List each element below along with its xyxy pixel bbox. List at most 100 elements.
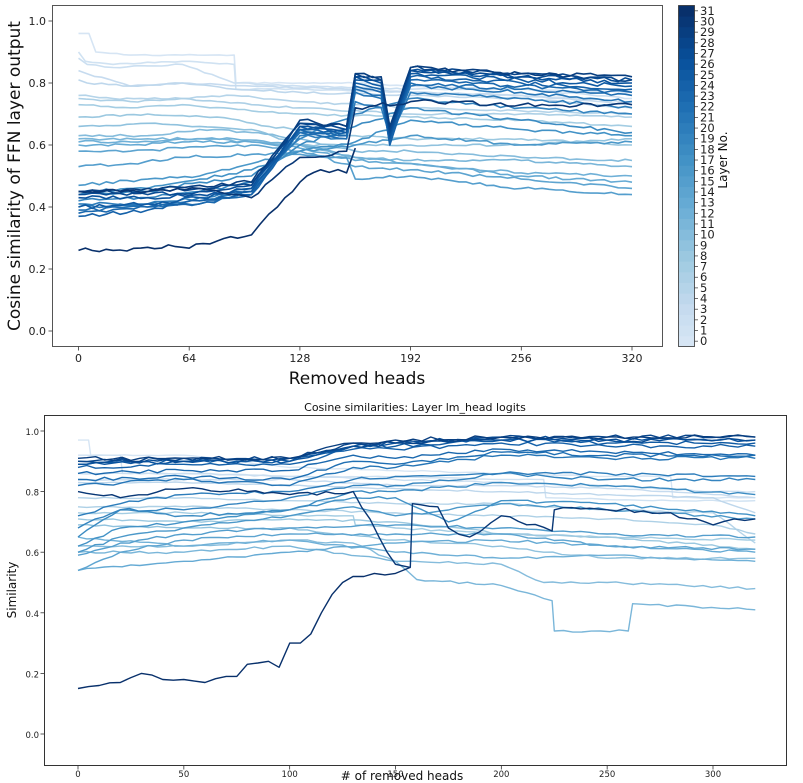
x-tick-label: 250 xyxy=(599,770,615,780)
colorbar-cell xyxy=(678,250,695,262)
series-line-layer-30 xyxy=(78,99,633,199)
y-tick-label: 1.0 xyxy=(29,15,47,28)
colorbar-cell xyxy=(678,293,695,305)
colorbar-tick-label: 13 xyxy=(700,196,715,210)
ffn-series-lines xyxy=(77,32,633,253)
y-tick-label: 0.6 xyxy=(29,139,47,152)
series-line-layer-22 xyxy=(77,450,756,482)
series-line-layer-25 xyxy=(77,438,756,465)
series-line-layer-29 xyxy=(77,434,756,462)
colorbar-cell xyxy=(678,144,695,156)
colorbar-cell xyxy=(678,58,695,70)
colorbar-cell xyxy=(678,218,695,230)
colorbar-tick-label: 15 xyxy=(700,174,715,188)
series-line-layer-6 xyxy=(78,97,633,118)
y-tick-label: 0.4 xyxy=(29,201,47,214)
x-tick-label: 200 xyxy=(493,770,509,780)
series-line-layer-8 xyxy=(78,113,633,146)
lm-head-x-axis-label: # of removed heads xyxy=(341,769,463,783)
colorbar-cell xyxy=(678,176,695,188)
series-line-layer-19 xyxy=(77,472,756,529)
series-line-layer-12 xyxy=(77,536,756,562)
colorbar-cell xyxy=(678,239,695,251)
series-line-layer-25 xyxy=(78,72,633,210)
lm-head-chart-title: Cosine similarities: Layer lm_head logit… xyxy=(304,401,526,414)
lm-head-y-axis-ticks: 0.0 0.2 0.4 0.6 0.8 1.0 xyxy=(25,428,45,741)
colorbar-tick-label: 29 xyxy=(700,25,715,39)
series-line-layer-4 xyxy=(77,481,756,514)
colorbar-cell xyxy=(678,303,695,315)
series-line-layer-31 xyxy=(77,566,411,690)
colorbar-cell xyxy=(678,16,695,28)
series-line-layer-17 xyxy=(78,119,632,193)
colorbar-tick-label: 17 xyxy=(700,153,715,167)
y-tick-label: 0.0 xyxy=(29,325,47,338)
ffn-x-axis-ticks: 0 64 128 192 256 320 xyxy=(75,346,643,365)
colorbar-cell xyxy=(678,186,695,198)
series-line-layer-5 xyxy=(78,94,633,115)
colorbar-cell xyxy=(678,101,695,113)
colorbar-cell xyxy=(678,90,695,102)
series-line-layer-16 xyxy=(77,502,756,553)
colorbar-tick-label: 10 xyxy=(700,228,715,242)
colorbar-tick-label: 25 xyxy=(700,68,715,82)
colorbar-tick-label: 26 xyxy=(700,57,715,71)
y-tick-label: 0.2 xyxy=(25,670,39,680)
colorbar-cell xyxy=(678,48,695,60)
colorbar-tick-label: 8 xyxy=(700,249,707,263)
colorbar-cell xyxy=(678,122,695,134)
colorbar-cell xyxy=(678,325,695,337)
colorbar-cell xyxy=(678,133,695,145)
series-line-layer-28 xyxy=(77,434,756,463)
ffn-chart: 0.00.20.40.60.81.0 0 64 128 192 256 320 Remov… xyxy=(5,4,730,389)
colorbar-frame xyxy=(678,5,695,347)
y-tick-label: 0.0 xyxy=(25,731,39,741)
x-tick-label: 64 xyxy=(182,352,196,365)
colorbar-tick-label: 7 xyxy=(700,260,707,274)
colorbar-tick-label: 1 xyxy=(700,324,707,338)
colorbar-tick-label: 19 xyxy=(700,132,715,146)
colorbar-cell xyxy=(678,335,695,347)
colorbar-cell xyxy=(678,69,695,81)
colorbar-gradient xyxy=(678,5,695,347)
colorbar-tick-label: 0 xyxy=(700,334,707,348)
colorbar: 0123456789101112131415161718192021222324… xyxy=(678,4,730,348)
series-line-layer-16 xyxy=(78,134,633,187)
colorbar-cell xyxy=(678,314,695,326)
lm-head-series-lines xyxy=(77,434,756,690)
lm-head-plot-frame xyxy=(44,415,787,766)
colorbar-tick-label: 21 xyxy=(700,110,715,124)
series-line-layer-30 xyxy=(77,487,756,569)
colorbar-tick-label: 30 xyxy=(700,14,715,28)
colorbar-cell xyxy=(678,80,695,92)
colorbar-cell xyxy=(678,282,695,294)
colorbar-tick-label: 23 xyxy=(700,89,715,103)
x-tick-label: 50 xyxy=(178,770,189,780)
colorbar-cell xyxy=(678,26,695,38)
colorbar-cell xyxy=(678,112,695,124)
colorbar-cell xyxy=(678,271,695,283)
colorbar-tick-label: 9 xyxy=(700,238,707,252)
series-line-layer-7 xyxy=(77,511,756,541)
series-line-layer-14 xyxy=(78,144,633,190)
colorbar-tick-label: 31 xyxy=(700,4,715,18)
colorbar-cell xyxy=(678,197,695,209)
series-line-layer-31 xyxy=(78,147,357,253)
colorbar-tick-label: 3 xyxy=(700,302,707,316)
colorbar-cell xyxy=(678,229,695,241)
x-tick-label: 192 xyxy=(400,352,421,365)
y-tick-label: 1.0 xyxy=(25,428,39,438)
lm-head-x-axis-ticks: 0 50 100 150 200 250 300 xyxy=(75,765,721,780)
series-line-layer-7 xyxy=(78,103,633,128)
colorbar-tick-label: 5 xyxy=(700,281,707,295)
colorbar-cell xyxy=(678,165,695,177)
colorbar-ticks: 0123456789101112131415161718192021222324… xyxy=(694,4,715,348)
ffn-y-axis-ticks: 0.0 0.2 0.4 0.6 0.8 1.0 xyxy=(29,15,53,338)
colorbar-cell xyxy=(678,261,695,273)
series-line-layer-3 xyxy=(78,69,633,106)
x-tick-label: 0 xyxy=(75,770,80,780)
series-line-layer-12 xyxy=(78,137,633,178)
ffn-plot-frame xyxy=(52,5,663,347)
y-tick-label: 0.8 xyxy=(29,77,47,90)
